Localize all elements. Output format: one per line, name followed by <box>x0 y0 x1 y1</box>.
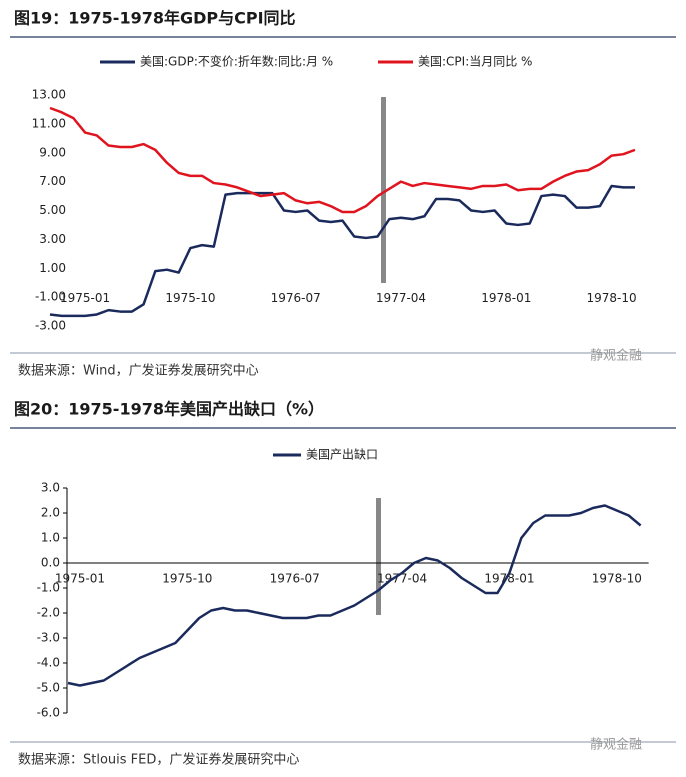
y-tick-label: 1.00 <box>39 261 66 275</box>
x-tick-label: 1975-01 <box>55 572 105 586</box>
x-tick-label: 1978-01 <box>484 572 534 586</box>
marker-bar <box>381 97 386 283</box>
y-tick-label: 9.00 <box>39 145 66 159</box>
line-series <box>49 184 635 318</box>
x-tick-label: 1976-07 <box>271 291 321 305</box>
y-tick-label: -5.0 <box>37 681 60 695</box>
y-tick-label: 2.0 <box>41 506 60 520</box>
y-tick-label: -1.0 <box>37 581 60 595</box>
x-tick-label: 1976-07 <box>270 572 320 586</box>
y-tick-label: 11.00 <box>32 116 66 130</box>
x-tick-label: 1975-01 <box>60 291 110 305</box>
figure-title: 图19：1975-1978年GDP与CPI同比 <box>14 9 296 28</box>
legend-label: 美国:GDP:不变价:折年数:同比:月 % <box>140 54 333 69</box>
x-tick-label: 1975-10 <box>165 291 215 305</box>
legend-label: 美国产出缺口 <box>306 447 378 462</box>
line-series <box>49 106 636 214</box>
figure-title: 图20：1975-1978年美国产出缺口（%） <box>14 400 324 419</box>
y-tick-label: -3.0 <box>37 631 60 645</box>
legend-label: 美国:CPI:当月同比 % <box>418 55 532 69</box>
x-tick-label: 1978-10 <box>592 572 642 586</box>
y-tick-label: -2.0 <box>37 606 60 620</box>
y-tick-label: 1.0 <box>41 531 60 545</box>
y-tick-label: 13.00 <box>32 88 66 102</box>
y-tick-label: -4.0 <box>37 656 60 670</box>
marker-bar <box>376 498 381 615</box>
y-tick-label: 0.0 <box>41 556 60 570</box>
y-tick-label: 7.00 <box>39 174 66 188</box>
x-tick-label: 1977-04 <box>376 291 426 305</box>
y-tick-label: -6.0 <box>37 706 60 720</box>
x-tick-label: 1975-10 <box>162 572 212 586</box>
line-series <box>67 504 642 687</box>
watermark: 静观金融 <box>590 348 642 364</box>
source: 数据来源：Stlouis FED，广发证券发展研究中心 <box>18 752 299 768</box>
y-tick-label: -1.00 <box>35 290 66 304</box>
x-tick-label: 1978-01 <box>481 291 531 305</box>
y-tick-label: 5.00 <box>39 203 66 217</box>
y-tick-label: 3.00 <box>39 232 66 246</box>
x-tick-label: 1978-10 <box>587 291 637 305</box>
y-tick-label: 3.0 <box>41 481 60 495</box>
y-tick-label: -3.00 <box>35 319 66 333</box>
watermark: 静观金融 <box>590 737 642 753</box>
source: 数据来源：Wind，广发证券发展研究中心 <box>18 363 259 379</box>
